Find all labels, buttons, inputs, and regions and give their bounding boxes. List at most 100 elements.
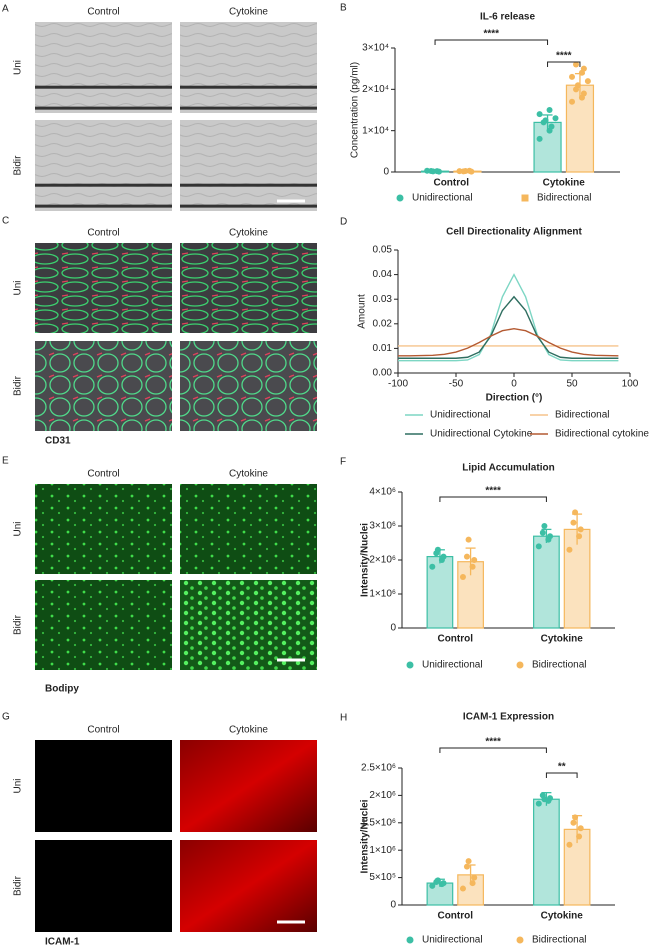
significance-label: ****	[485, 486, 501, 497]
micrograph	[35, 484, 172, 574]
data-point	[465, 858, 472, 865]
y-tick-label: 0.01	[373, 343, 393, 354]
data-point	[468, 168, 475, 175]
column-label: Cytokine	[229, 469, 268, 480]
data-point	[440, 880, 447, 887]
micrograph	[180, 243, 317, 333]
micrograph	[180, 341, 317, 431]
y-tick-label: 3×10⁶	[369, 521, 396, 532]
line-series	[398, 295, 619, 359]
data-point	[570, 819, 577, 826]
panel-letter: D	[340, 217, 347, 228]
y-tick-label: 0.02	[373, 318, 393, 329]
legend-label: Bidirectional cytokine	[555, 429, 649, 440]
y-tick-label: 0.05	[373, 245, 393, 256]
bar	[533, 535, 560, 629]
data-point	[569, 73, 576, 80]
channel-wall	[35, 106, 172, 110]
chart-title: IL-6 release	[480, 12, 535, 23]
micrograph	[35, 740, 172, 832]
micrograph	[180, 120, 317, 211]
data-point	[541, 796, 548, 803]
panel-letter: B	[340, 3, 347, 14]
channel-wall	[35, 85, 172, 89]
x-tick-label: 50	[566, 379, 578, 390]
significance-bracket	[547, 61, 581, 67]
data-point	[469, 563, 476, 570]
panel-letter: A	[2, 4, 9, 15]
x-tick-label: 100	[622, 379, 639, 390]
column-label: Cytokine	[229, 7, 268, 18]
x-tick-label: Cytokine	[541, 634, 584, 645]
data-point	[463, 553, 470, 560]
data-point	[535, 800, 542, 807]
data-point	[566, 841, 573, 848]
x-tick-label: 0	[511, 379, 517, 390]
data-point	[546, 107, 553, 113]
legend-label: Unidirectional	[422, 935, 483, 946]
data-point	[547, 533, 554, 540]
row-label: Bidir	[13, 375, 24, 396]
data-point	[573, 61, 580, 68]
panel-letter: H	[340, 713, 347, 724]
significance-label: ****	[485, 737, 501, 748]
legend-label: Unidirectional Cytokine	[430, 429, 533, 440]
data-point	[572, 814, 579, 821]
significance-bracket	[439, 747, 547, 753]
y-tick-label: 2.5×10⁶	[361, 763, 396, 774]
data-point	[429, 563, 436, 570]
channel-wall	[35, 183, 172, 187]
y-tick-label: 0	[383, 167, 389, 178]
x-tick-label: Control	[437, 911, 473, 922]
data-point	[434, 877, 441, 884]
data-point	[536, 135, 543, 142]
data-point	[430, 168, 437, 175]
column-label: Control	[87, 725, 119, 736]
data-point	[541, 523, 548, 529]
micrograph	[180, 22, 317, 113]
data-point	[576, 833, 583, 840]
channel-wall	[35, 204, 172, 208]
column-label: Control	[87, 228, 119, 239]
stain-label: ICAM-1	[45, 937, 80, 948]
legend-label: Unidirectional	[422, 660, 483, 671]
x-tick-label: Cytokine	[543, 178, 586, 189]
micrograph	[180, 580, 317, 670]
y-tick-label: 1×10⁶	[369, 589, 396, 600]
y-tick-label: 1×10⁴	[362, 125, 389, 136]
data-point	[459, 885, 466, 892]
stain-label: CD31	[45, 436, 71, 447]
significance-label: **	[558, 762, 566, 773]
y-tick-label: 0.03	[373, 294, 393, 305]
y-tick-label: 0.00	[373, 368, 393, 379]
column-label: Control	[87, 7, 119, 18]
data-point	[547, 795, 554, 802]
data-point	[577, 825, 584, 832]
data-point	[580, 65, 587, 72]
y-tick-label: 2×10⁴	[362, 84, 389, 95]
panel-letter: C	[2, 216, 9, 227]
stain-label: Bodipy	[45, 684, 79, 695]
data-point	[542, 117, 549, 124]
micrograph	[35, 120, 172, 211]
panel-letter: G	[2, 712, 10, 723]
bar	[533, 798, 560, 906]
row-label: Uni	[13, 778, 24, 793]
y-tick-label: 0	[390, 623, 396, 634]
y-axis-label: Intensity/Nuclei	[360, 799, 371, 873]
legend-marker	[521, 194, 529, 202]
chart-title: ICAM-1 Expression	[463, 712, 554, 723]
legend-label: Unidirectional	[412, 193, 473, 204]
legend-marker	[516, 936, 524, 944]
data-point	[548, 123, 555, 130]
chart-title: Lipid Accumulation	[462, 463, 554, 474]
data-point	[539, 529, 546, 536]
row-label: Bidir	[13, 155, 24, 176]
x-tick-label: Cytokine	[541, 911, 584, 922]
row-label: Bidir	[13, 875, 24, 896]
y-tick-label: 0	[390, 900, 396, 911]
y-tick-label: 2×10⁶	[369, 555, 396, 566]
column-label: Cytokine	[229, 228, 268, 239]
row-label: Bidir	[13, 614, 24, 635]
y-axis-label: Concentration (pg/ml)	[350, 62, 361, 158]
